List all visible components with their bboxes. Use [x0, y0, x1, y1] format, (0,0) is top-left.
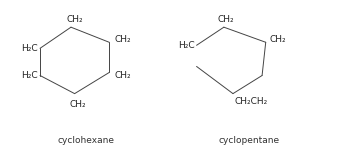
Text: CH₂: CH₂: [115, 71, 131, 80]
Text: CH₂: CH₂: [115, 35, 131, 44]
Text: H₂C: H₂C: [21, 44, 38, 53]
Text: H₂C: H₂C: [178, 41, 195, 50]
Text: CH₂CH₂: CH₂CH₂: [234, 97, 268, 106]
Text: CH₂: CH₂: [66, 15, 83, 24]
Text: H₂C: H₂C: [21, 71, 38, 80]
Text: CH₂: CH₂: [269, 35, 286, 44]
Text: cyclohexane: cyclohexane: [57, 136, 114, 145]
Text: cyclopentane: cyclopentane: [219, 136, 280, 145]
Text: CH₂: CH₂: [217, 15, 234, 24]
Text: CH₂: CH₂: [70, 100, 87, 109]
